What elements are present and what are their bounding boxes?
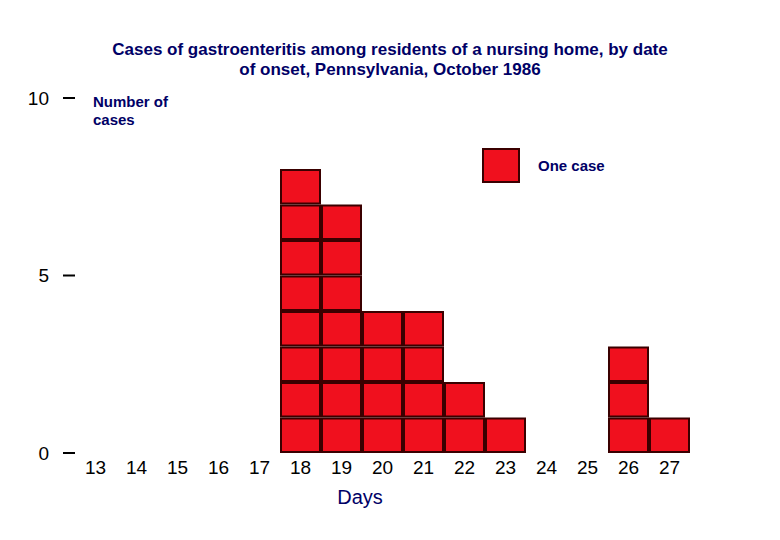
svg-text:15: 15	[167, 457, 188, 478]
svg-text:22: 22	[454, 457, 475, 478]
svg-text:24: 24	[536, 457, 558, 478]
html-text:Number of cases: Number of cases	[93, 93, 168, 128]
svg-text:23: 23	[495, 457, 516, 478]
svg-text:13: 13	[85, 457, 106, 478]
svg-text:19: 19	[331, 457, 352, 478]
svg-text:10: 10	[28, 88, 49, 109]
svg-text:5: 5	[38, 265, 49, 286]
svg-text:26: 26	[618, 457, 639, 478]
svg-text:0: 0	[38, 443, 49, 464]
svg-text:17: 17	[249, 457, 270, 478]
svg-text:18: 18	[290, 457, 311, 478]
svg-text:21: 21	[413, 457, 434, 478]
html-text:Days: Days	[337, 486, 383, 508]
svg-text:16: 16	[208, 457, 229, 478]
html-text:Cases of gastroenteritis among: Cases of gastroenteritis among residents…	[112, 40, 668, 79]
svg-text:25: 25	[577, 457, 598, 478]
svg-text:14: 14	[126, 457, 148, 478]
svg-text:20: 20	[372, 457, 393, 478]
html-text:One case: One case	[538, 157, 605, 174]
svg-text:27: 27	[659, 457, 680, 478]
